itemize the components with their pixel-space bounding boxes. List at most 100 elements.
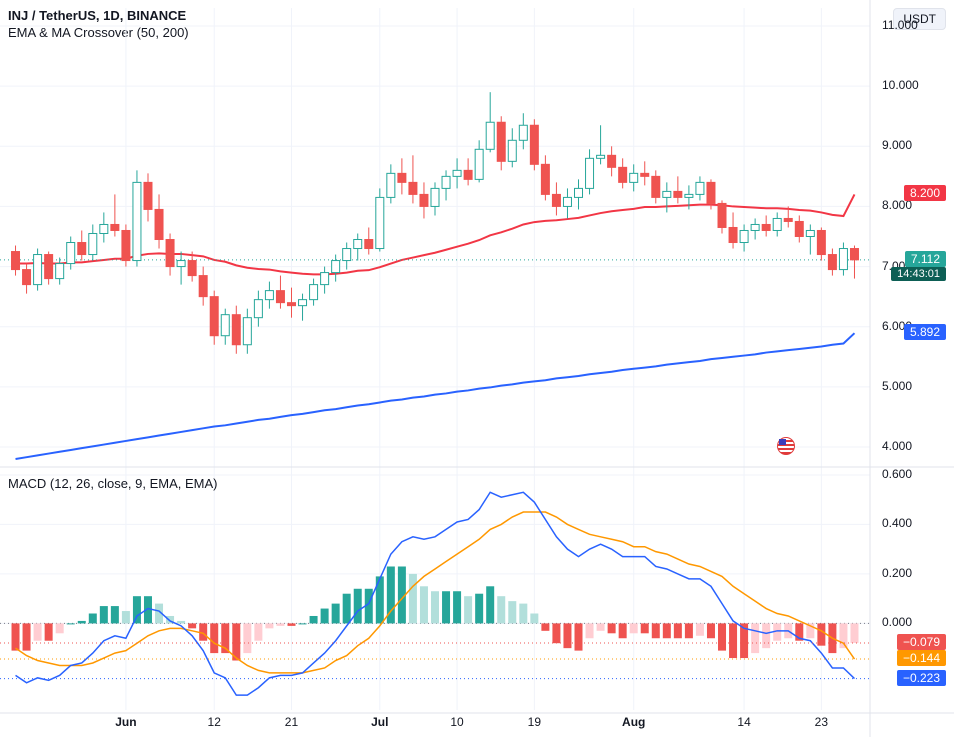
macd-hist-bar: [475, 594, 483, 624]
macd-hist-bar: [619, 623, 627, 638]
macd-hist-bar: [663, 623, 671, 638]
ma200-line: [16, 333, 855, 459]
macd-hist-bar: [817, 623, 825, 645]
macd-hist-bar: [321, 609, 329, 624]
candle: [78, 243, 86, 255]
candle: [133, 182, 141, 260]
macd-hist-bar: [508, 601, 516, 623]
macd-hist-bar: [122, 611, 130, 623]
candle: [630, 173, 638, 182]
candle: [254, 300, 262, 318]
macd-value-tag: −0.223: [897, 670, 946, 686]
candle: [122, 230, 130, 260]
ema50-price-tag: 8.200: [904, 185, 946, 201]
candle: [839, 249, 847, 270]
candle: [663, 191, 671, 197]
candle: [310, 285, 318, 300]
macd-hist-bar: [575, 623, 583, 650]
macd-hist-bar: [343, 594, 351, 624]
macd-hist-bar: [12, 623, 20, 650]
macd-hist-bar: [111, 606, 119, 623]
candle: [343, 249, 351, 261]
macd-hist-bar: [729, 623, 737, 658]
candle: [155, 209, 163, 239]
time-tick: 14: [737, 715, 750, 729]
macd-hist-bar: [254, 623, 262, 640]
candle: [12, 252, 20, 270]
macd-signal-tag: −0.144: [897, 650, 946, 666]
candle: [563, 197, 571, 206]
macd-hist-bar: [56, 623, 64, 633]
candle: [729, 227, 737, 242]
macd-hist-tag: −0.079: [897, 634, 946, 650]
price-tick: 11.000: [882, 18, 918, 32]
macd-hist-bar: [597, 623, 605, 630]
candle: [210, 297, 218, 336]
candle: [519, 125, 527, 140]
candle: [608, 155, 616, 167]
chart-canvas[interactable]: [0, 0, 954, 737]
candle: [685, 194, 693, 197]
macd-hist-bar: [608, 623, 616, 633]
current-price-tag: 7.112: [905, 251, 946, 267]
candle: [751, 224, 759, 230]
macd-hist-bar: [287, 623, 295, 625]
candle: [144, 182, 152, 209]
candle: [287, 303, 295, 306]
candle: [431, 188, 439, 206]
candle: [34, 255, 42, 285]
candle: [56, 264, 64, 279]
time-tick: Aug: [622, 715, 645, 729]
macd-hist-bar: [674, 623, 682, 638]
macd-hist-bar: [453, 591, 461, 623]
candle: [365, 240, 373, 249]
candle: [486, 122, 494, 149]
candle: [420, 194, 428, 206]
macd-hist-bar: [210, 623, 218, 653]
candle: [387, 173, 395, 197]
macd-hist-bar: [34, 623, 42, 640]
price-tick: 5.000: [882, 379, 912, 393]
candle: [188, 261, 196, 276]
candle: [376, 197, 384, 248]
candle: [45, 255, 53, 279]
candle: [276, 291, 284, 303]
macd-hist-bar: [45, 623, 53, 640]
candle: [332, 261, 340, 273]
macd-hist-bar: [420, 586, 428, 623]
candle: [221, 315, 229, 336]
candle: [232, 315, 240, 345]
candle: [354, 240, 362, 249]
macd-hist-bar: [751, 623, 759, 653]
price-tick: 10.000: [882, 78, 919, 92]
candle: [464, 170, 472, 179]
macd-hist-bar: [265, 623, 273, 628]
candle: [541, 164, 549, 194]
candle: [597, 155, 605, 158]
macd-hist-bar: [299, 623, 307, 624]
macd-hist-bar: [696, 623, 704, 635]
candle: [475, 149, 483, 179]
candle: [111, 224, 119, 230]
candle: [409, 182, 417, 194]
macd-hist-bar: [67, 623, 75, 624]
candle: [199, 276, 207, 297]
macd-hist-bar: [431, 591, 439, 623]
macd-hist-bar: [718, 623, 726, 650]
price-tick: 9.000: [882, 138, 912, 152]
macd-hist-bar: [519, 604, 527, 624]
candle: [773, 218, 781, 230]
candle: [530, 125, 538, 164]
macd-hist-bar: [530, 614, 538, 624]
macd-hist-bar: [497, 596, 505, 623]
macd-hist-bar: [630, 623, 638, 633]
candle: [442, 176, 450, 188]
time-tick: 21: [285, 715, 298, 729]
macd-hist-bar: [177, 621, 185, 623]
macd-hist-bar: [133, 596, 141, 623]
candle: [828, 255, 836, 270]
candle: [453, 170, 461, 176]
macd-hist-bar: [641, 623, 649, 633]
candle: [718, 203, 726, 227]
ma200-price-tag: 5.892: [904, 324, 946, 340]
